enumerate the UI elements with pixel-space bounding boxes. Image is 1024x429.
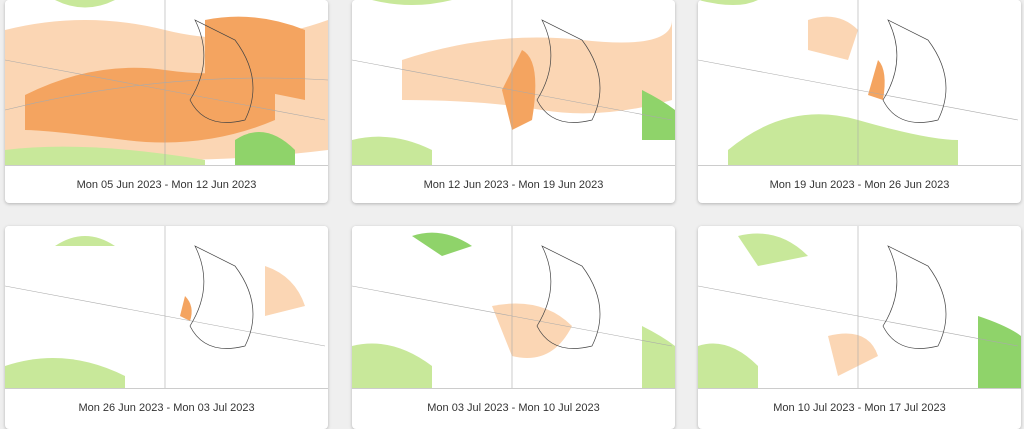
anomaly-map[interactable] (698, 226, 1021, 389)
date-range-caption: Mon 10 Jul 2023 - Mon 17 Jul 2023 (773, 402, 946, 414)
anomaly-map[interactable] (698, 0, 1021, 166)
date-range-caption: Mon 05 Jun 2023 - Mon 12 Jun 2023 (76, 179, 257, 191)
date-range-caption: Mon 12 Jun 2023 - Mon 19 Jun 2023 (423, 179, 604, 191)
anomaly-map[interactable] (5, 0, 328, 166)
forecast-card-4[interactable]: Mon 26 Jun 2023 - Mon 03 Jul 2023 (5, 226, 328, 429)
forecast-card-3[interactable]: Mon 19 Jun 2023 - Mon 26 Jun 2023 (698, 0, 1021, 203)
forecast-card-2[interactable]: Mon 12 Jun 2023 - Mon 19 Jun 2023 (352, 0, 675, 203)
anomaly-map[interactable] (352, 0, 675, 166)
date-range-caption: Mon 03 Jul 2023 - Mon 10 Jul 2023 (427, 402, 600, 414)
forecast-card-5[interactable]: Mon 03 Jul 2023 - Mon 10 Jul 2023 (352, 226, 675, 429)
forecast-card-6[interactable]: Mon 10 Jul 2023 - Mon 17 Jul 2023 (698, 226, 1021, 429)
forecast-card-1[interactable]: Mon 05 Jun 2023 - Mon 12 Jun 2023 (5, 0, 328, 203)
anomaly-map[interactable] (352, 226, 675, 389)
date-range-caption: Mon 26 Jun 2023 - Mon 03 Jul 2023 (78, 402, 255, 414)
date-range-caption: Mon 19 Jun 2023 - Mon 26 Jun 2023 (769, 179, 950, 191)
anomaly-map[interactable] (5, 226, 328, 389)
